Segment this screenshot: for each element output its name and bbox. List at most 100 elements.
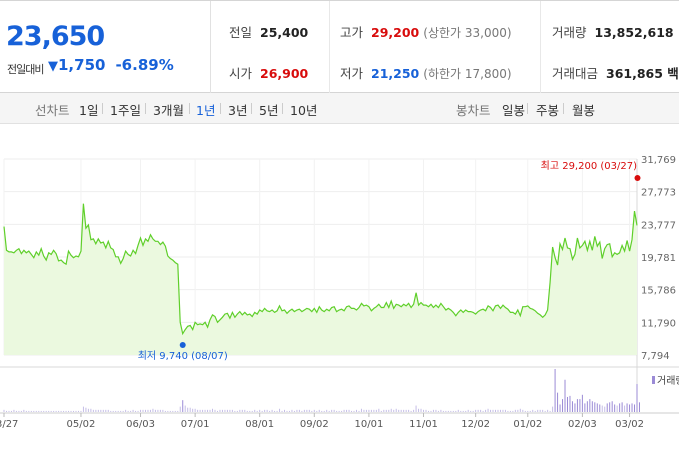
volume-bar bbox=[130, 410, 132, 412]
x-tick-label: 06/03 bbox=[126, 419, 155, 430]
tab-3m[interactable]: 3개월 bbox=[153, 103, 184, 118]
volume-bar bbox=[455, 410, 457, 412]
volume-bar bbox=[246, 410, 248, 412]
volume-bar bbox=[611, 401, 613, 412]
volume-bar bbox=[147, 409, 149, 412]
tab-daily[interactable]: 일봉 bbox=[502, 103, 526, 118]
volume-bar bbox=[375, 409, 377, 412]
volume-bar bbox=[117, 410, 119, 412]
x-tick-label: 03/02 bbox=[615, 419, 644, 430]
volume-bar bbox=[58, 410, 60, 412]
volume-bar bbox=[204, 409, 206, 412]
volume-bar bbox=[182, 400, 184, 412]
volume-bar bbox=[8, 410, 10, 412]
volume-bar bbox=[360, 408, 362, 412]
volume-bar bbox=[415, 405, 417, 412]
volume-bar bbox=[370, 409, 372, 412]
volume-bar bbox=[239, 409, 241, 412]
volume-bar bbox=[604, 406, 606, 412]
volume-bar bbox=[440, 409, 442, 412]
volume-bar bbox=[328, 410, 330, 412]
volume-bar bbox=[321, 410, 323, 412]
volume-bar bbox=[281, 410, 283, 412]
volume-bar bbox=[271, 409, 273, 412]
volume-bar bbox=[77, 410, 79, 412]
volume-bar bbox=[308, 409, 310, 412]
volume-bar bbox=[236, 410, 238, 412]
volume-bar bbox=[30, 410, 32, 412]
low-marker bbox=[179, 342, 186, 348]
volume-bar bbox=[18, 410, 20, 412]
volume-bar bbox=[355, 409, 357, 412]
volume-bar bbox=[564, 379, 566, 412]
price-chart: 31,769 27,773 23,777 19,781 15,786 11,790 7,79… bbox=[0, 155, 679, 430]
volume-bar bbox=[167, 410, 169, 412]
tab-weekly[interactable]: 주봉 bbox=[536, 103, 560, 118]
volume-bar bbox=[447, 410, 449, 412]
volume-legend-swatch bbox=[652, 376, 655, 384]
volume-bar bbox=[3, 409, 5, 412]
volume-bar bbox=[619, 403, 621, 412]
tab-3y[interactable]: 3년 bbox=[228, 103, 248, 118]
volume-bar bbox=[276, 410, 278, 412]
volume-bar bbox=[209, 409, 211, 412]
tab-5y[interactable]: 5년 bbox=[259, 103, 279, 118]
volume-bar bbox=[172, 410, 174, 412]
volume-bar bbox=[365, 409, 367, 412]
volume-bar bbox=[55, 410, 57, 412]
volume-bar bbox=[266, 409, 268, 412]
volume-bar bbox=[373, 409, 375, 412]
tab-10y[interactable]: 10년 bbox=[290, 103, 318, 118]
candle-chart-label: 봉차트 bbox=[456, 103, 491, 118]
volume-bar bbox=[457, 409, 459, 412]
volume-bar bbox=[298, 409, 300, 412]
volume-bar bbox=[383, 409, 385, 412]
x-tick-label: 02/03 bbox=[568, 419, 597, 430]
volume-bar bbox=[192, 408, 194, 412]
divider bbox=[282, 103, 283, 114]
divider bbox=[329, 1, 330, 93]
volume-bar bbox=[35, 410, 37, 412]
volume-bar bbox=[85, 407, 87, 412]
volume-bar bbox=[487, 408, 489, 412]
volume-bar bbox=[576, 399, 578, 412]
volume-bar bbox=[390, 408, 392, 412]
volume-bar bbox=[140, 409, 142, 412]
volume-bar bbox=[465, 410, 467, 412]
tab-monthly[interactable]: 월봉 bbox=[572, 103, 596, 118]
divider bbox=[145, 103, 146, 114]
volume-bar bbox=[591, 401, 593, 412]
volume-bar bbox=[331, 409, 333, 412]
volume-bar bbox=[437, 410, 439, 412]
y-tick-label: 23,777 bbox=[641, 220, 676, 231]
volume-bar bbox=[596, 403, 598, 412]
volume-bar bbox=[169, 410, 171, 412]
volume-bar bbox=[199, 409, 201, 412]
tab-1w[interactable]: 1주일 bbox=[110, 103, 141, 118]
volume-bar bbox=[296, 409, 298, 412]
volume-bar bbox=[425, 409, 427, 412]
volume-bar bbox=[40, 410, 42, 412]
volume-bar bbox=[112, 410, 114, 412]
volume-bar bbox=[507, 410, 509, 412]
volume-bar bbox=[122, 410, 124, 412]
volume-bar bbox=[571, 401, 573, 412]
volume-bar bbox=[202, 409, 204, 412]
high-marker bbox=[634, 175, 641, 181]
volume-bar bbox=[547, 409, 549, 412]
volume-bar bbox=[460, 410, 462, 412]
volume-bar bbox=[177, 410, 179, 412]
volume-bar bbox=[351, 410, 353, 412]
divider bbox=[251, 103, 252, 114]
volume-bar bbox=[5, 410, 7, 412]
volume-bar bbox=[378, 408, 380, 412]
volume-bar bbox=[358, 410, 360, 412]
volume-bar bbox=[284, 409, 286, 412]
volume-bar bbox=[470, 410, 472, 412]
price-line bbox=[3, 203, 638, 336]
y-tick-label: 15,786 bbox=[641, 286, 676, 297]
tab-1y[interactable]: 1년 bbox=[196, 103, 216, 118]
volume-bar bbox=[226, 409, 228, 412]
volume-bar bbox=[472, 410, 474, 412]
tab-1d[interactable]: 1일 bbox=[79, 103, 99, 118]
